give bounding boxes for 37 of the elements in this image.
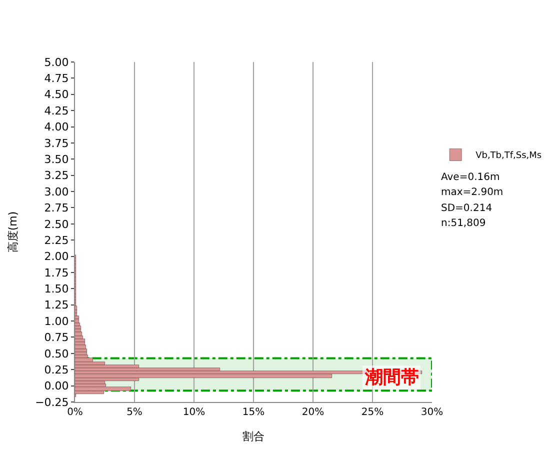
text: SD=0.214 (441, 203, 492, 214)
y-tick-label: 0.25 (44, 363, 69, 376)
y-tick-label: −0.25 (35, 396, 69, 409)
band-label: 潮間帯 (364, 367, 419, 388)
x-tick-label: 25% (361, 407, 384, 418)
y-tick-label: 2.00 (44, 250, 69, 264)
y-tick-label: 5.00 (44, 56, 69, 69)
y-tick-label: 4.50 (44, 88, 69, 102)
x-tick-label: 15% (242, 407, 265, 418)
x-tick-label: 30% (420, 407, 444, 418)
y-tick-label: 3.50 (44, 152, 69, 166)
y-tick-label: 0.00 (44, 380, 69, 393)
text: n:51,809 (441, 218, 486, 229)
y-tick-label: 3.25 (44, 169, 69, 182)
x-tick-label: 5% (126, 407, 142, 418)
y-tick-label: 0.50 (44, 347, 69, 360)
legend-label: Vb,Tb,Tf,Ss,Ms (476, 151, 542, 162)
y-axis-title: 高度(m) (6, 211, 20, 253)
text: max=2.90m (441, 187, 504, 198)
y-tick-label: 3.00 (44, 185, 69, 198)
x-tick-label: 20% (302, 407, 324, 418)
y-tick-label: 1.50 (44, 282, 69, 296)
y-tick-label: 2.75 (44, 202, 69, 215)
y-tick-label: 4.00 (44, 120, 69, 134)
y-tick-label: 3.75 (44, 136, 69, 150)
y-tick-label: 1.00 (44, 314, 69, 328)
y-tick-label: 2.50 (44, 218, 69, 231)
y-tick-label: 4.75 (44, 72, 69, 86)
x-tick-label: 10% (182, 407, 206, 418)
y-tick-label: 2.25 (44, 234, 69, 247)
y-tick-label: 1.25 (44, 298, 69, 312)
y-tick-label: 1.75 (44, 266, 69, 280)
x-tick-label: 0% (67, 407, 83, 418)
y-tick-label: 0.75 (44, 331, 69, 344)
text: Ave=0.16m (441, 172, 500, 183)
y-tick-label: 4.25 (44, 104, 69, 118)
x-axis-title: 割合 (242, 430, 264, 444)
